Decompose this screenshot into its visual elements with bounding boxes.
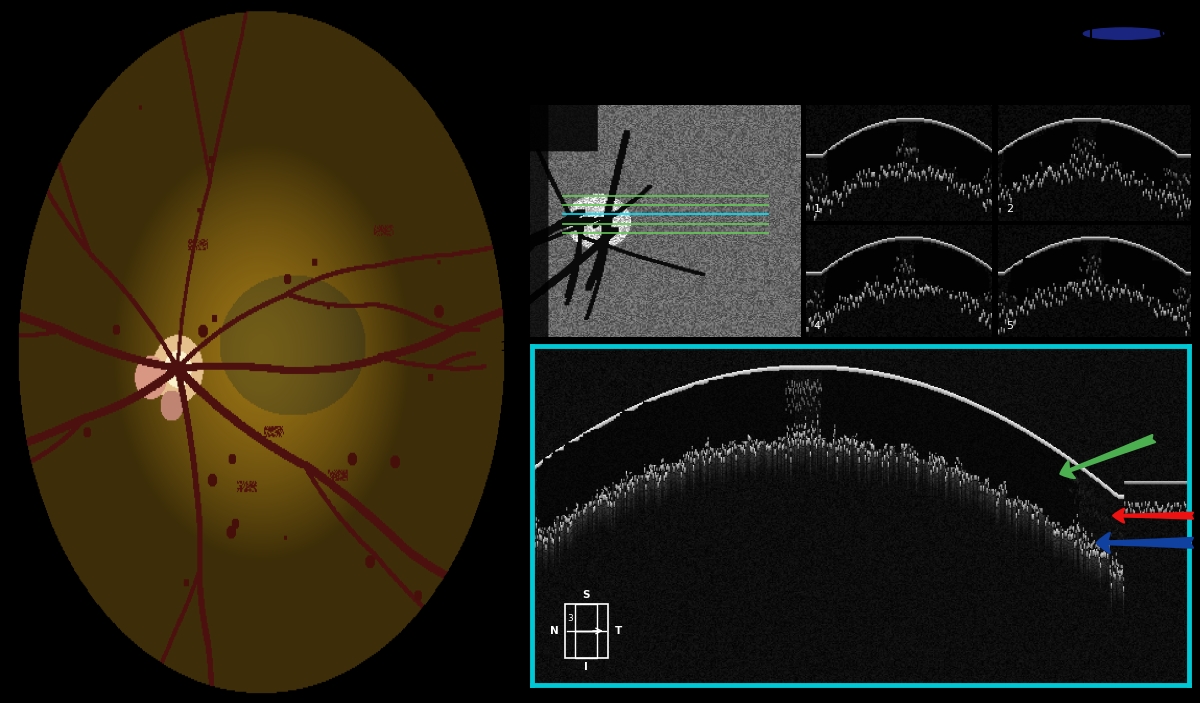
Text: 1: 1	[814, 205, 821, 214]
Text: N: N	[550, 626, 558, 636]
Text: S: S	[582, 590, 590, 600]
Text: 3: 3	[568, 614, 574, 623]
Text: Scan Angle:  0°: Scan Angle: 0°	[539, 86, 646, 99]
Circle shape	[1084, 28, 1164, 39]
Text: 4: 4	[814, 321, 821, 330]
Text: 5: 5	[1006, 321, 1013, 330]
Text: OD: OD	[1012, 26, 1037, 41]
Text: 2: 2	[1006, 205, 1013, 214]
Text: T: T	[614, 626, 622, 636]
Text: I: I	[584, 662, 588, 672]
Text: Spacing:   0.25 mm: Spacing: 0.25 mm	[746, 86, 882, 99]
Text: OS: OS	[1158, 26, 1182, 41]
Bar	[565, 604, 607, 658]
Bar	[576, 631, 596, 658]
Text: High Definition Images: HD 5 Line Raster: High Definition Images: HD 5 Line Raster	[539, 25, 942, 43]
Bar	[576, 604, 596, 631]
Text: Length:   6 mm: Length: 6 mm	[941, 86, 1046, 99]
